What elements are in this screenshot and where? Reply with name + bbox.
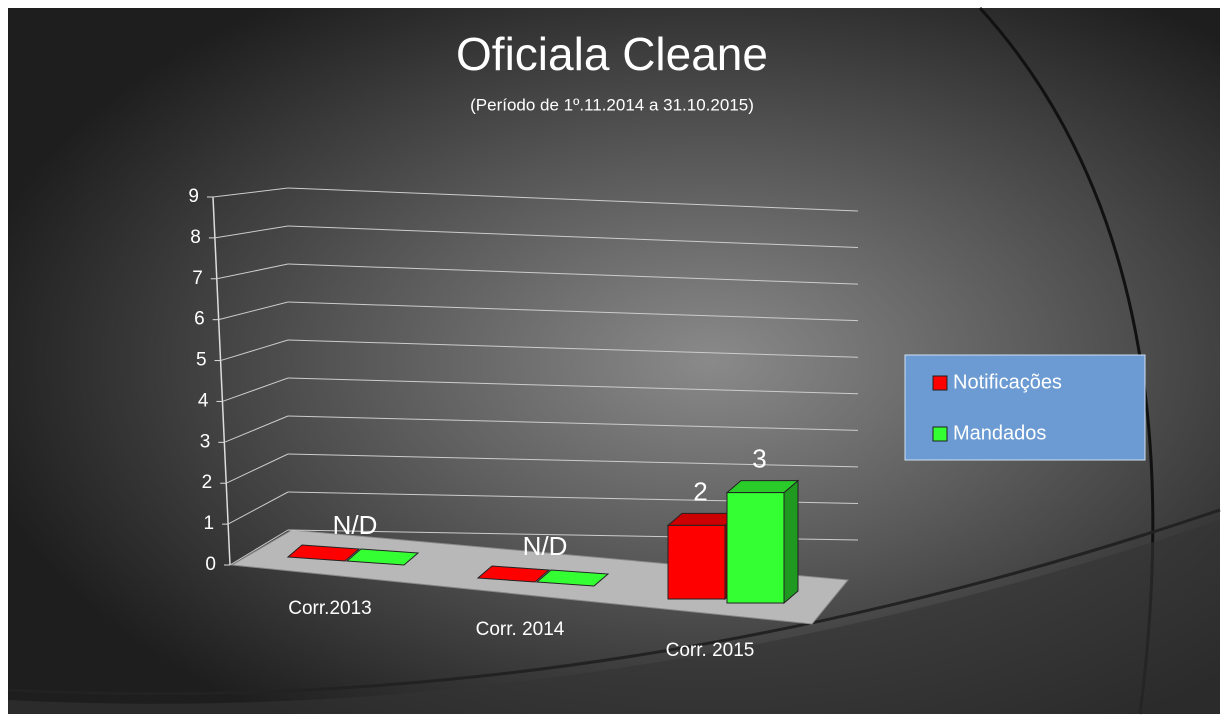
empty-bar [535, 569, 610, 587]
chart-subtitle: (Período de 1º.11.2014 a 31.10.2015) [470, 95, 754, 114]
empty-bar [345, 548, 420, 566]
grid-line [212, 187, 289, 198]
grid-line [222, 377, 289, 402]
legend-swatch [932, 426, 948, 442]
y-tick-label: 3 [200, 431, 211, 452]
legend [904, 354, 1146, 461]
legend-swatch [932, 375, 948, 391]
grid-line [220, 339, 289, 362]
grid-line [287, 301, 859, 322]
bar [726, 492, 785, 604]
empty-bar [476, 565, 551, 583]
grid-line [287, 263, 859, 285]
value-label: 3 [752, 443, 766, 473]
grid-line [214, 225, 289, 239]
bar-side [783, 479, 799, 605]
grid-line [287, 377, 859, 395]
legend-label: Mandados [953, 422, 1046, 444]
y-tick-label: 6 [194, 309, 205, 330]
grid-line [224, 415, 289, 443]
y-axis [212, 196, 231, 566]
value-label: 2 [693, 476, 707, 506]
grid-line [287, 187, 859, 212]
grid-line [287, 225, 859, 249]
annotation: N/D [333, 510, 378, 540]
y-tick-label: 0 [205, 554, 216, 575]
x-tick-label: Corr.2013 [288, 598, 371, 619]
y-tick-label: 7 [192, 268, 203, 289]
grid-line [287, 339, 859, 358]
grid-line [229, 529, 289, 566]
grid-line [226, 453, 289, 484]
bar [667, 524, 726, 600]
y-tick-label: 5 [196, 350, 207, 371]
y-tick-label: 1 [204, 513, 215, 534]
grid-line [287, 415, 859, 431]
annotation: N/D [523, 531, 568, 561]
decor-curve [7, 508, 1221, 696]
y-tick-label: 2 [202, 472, 213, 493]
y-tick-label: 4 [198, 390, 209, 411]
grid-line [287, 453, 859, 468]
x-tick-label: Corr. 2014 [476, 619, 565, 640]
empty-bar [286, 544, 361, 562]
grid-line [218, 301, 289, 321]
legend-label: Notificações [953, 371, 1062, 393]
grid-line [227, 491, 289, 525]
chart-title: Oficiala Cleane [456, 28, 768, 80]
grid-line [216, 263, 289, 280]
x-tick-label: Corr. 2015 [666, 640, 755, 661]
y-tick-label: 8 [190, 227, 201, 248]
decor-band [8, 520, 1220, 714]
y-tick-label: 9 [188, 186, 199, 207]
